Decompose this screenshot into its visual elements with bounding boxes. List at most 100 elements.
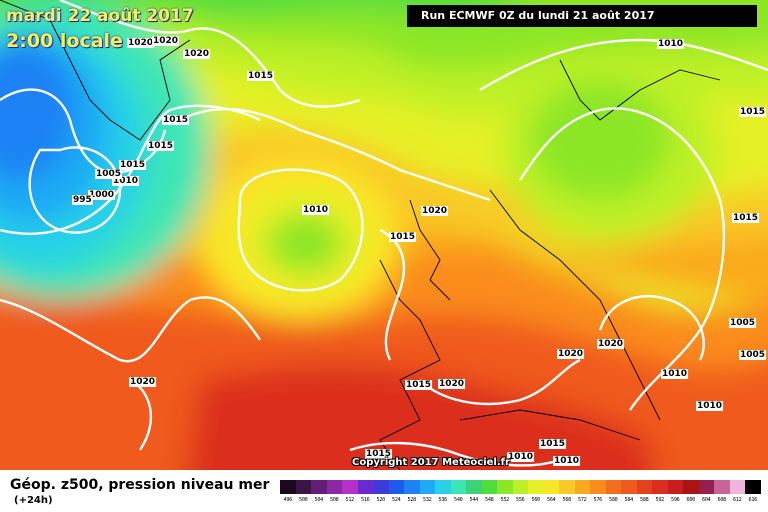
legend-swatch bbox=[559, 480, 575, 494]
isobar-label-background bbox=[95, 169, 123, 179]
legend-label: 520 bbox=[376, 497, 386, 503]
svg-text:1010: 1010 bbox=[303, 205, 328, 215]
legend-swatch bbox=[404, 480, 420, 494]
legend-swatch bbox=[698, 480, 714, 494]
legend-swatch bbox=[729, 480, 745, 494]
isobar-label: 1020 bbox=[557, 349, 585, 359]
isobar-label: 1015 bbox=[732, 213, 760, 223]
legend-swatch bbox=[667, 480, 683, 494]
legend-item: 536 bbox=[435, 480, 451, 503]
legend-label: 568 bbox=[562, 497, 572, 503]
legend-item: 564 bbox=[543, 480, 559, 503]
isobar-label: 1010 bbox=[657, 39, 685, 49]
isobar-label: 995 bbox=[72, 195, 93, 205]
legend-item: 592 bbox=[652, 480, 668, 503]
legend-item: 600 bbox=[683, 480, 699, 503]
isobar-label-background bbox=[438, 379, 466, 389]
legend-swatch bbox=[450, 480, 466, 494]
legend-label: 572 bbox=[578, 497, 587, 503]
legend-swatch bbox=[605, 480, 621, 494]
legend-item: 560 bbox=[528, 480, 544, 503]
svg-text:1015: 1015 bbox=[540, 439, 565, 449]
legend-item: 516 bbox=[357, 480, 373, 503]
isobar-label-background bbox=[302, 205, 330, 215]
legend-label: 580 bbox=[609, 497, 618, 503]
color-legend: 496 500 504 508 512 516 520 524 528 532 536 540 544 5… bbox=[280, 480, 761, 503]
isobar-label-background bbox=[739, 107, 767, 117]
svg-text:1000: 1000 bbox=[89, 190, 114, 200]
legend-label: 616 bbox=[748, 497, 758, 503]
legend-label: 560 bbox=[531, 497, 541, 503]
legend-item: 608 bbox=[714, 480, 730, 503]
isobar-label-background bbox=[72, 195, 93, 205]
legend-swatch bbox=[357, 480, 373, 494]
legend-swatch bbox=[652, 480, 668, 494]
isobar-label-background bbox=[389, 232, 417, 242]
legend-swatch bbox=[574, 480, 590, 494]
legend-item: 612 bbox=[729, 480, 745, 503]
isobar-label-background bbox=[732, 213, 760, 223]
isobar-label-background bbox=[553, 456, 581, 466]
legend-item: 500 bbox=[295, 480, 311, 503]
legend-swatch bbox=[342, 480, 358, 494]
isobar-label-background bbox=[405, 380, 433, 390]
svg-text:1005: 1005 bbox=[96, 169, 121, 179]
isobar-label-background bbox=[557, 349, 585, 359]
svg-text:1015: 1015 bbox=[366, 449, 391, 459]
legend-item: 548 bbox=[481, 480, 497, 503]
isobar-label-background bbox=[507, 452, 535, 462]
legend-swatch bbox=[497, 480, 513, 494]
legend-item: 580 bbox=[605, 480, 621, 503]
isobar-label: 1010 bbox=[553, 456, 581, 466]
svg-text:1020: 1020 bbox=[558, 349, 583, 359]
isobar-label: 1005 bbox=[729, 318, 757, 328]
legend-item: 576 bbox=[590, 480, 606, 503]
weather-map: 1020 1020 1020 1015 1015 1015 1015 1010 … bbox=[0, 0, 768, 470]
isobar-label: 1010 bbox=[302, 205, 330, 215]
isobar-label: 1005 bbox=[739, 350, 767, 360]
isobar-label-background bbox=[127, 38, 155, 48]
isobar-label: 1020 bbox=[129, 377, 157, 387]
legend-swatch bbox=[683, 480, 699, 494]
svg-text:1020: 1020 bbox=[598, 339, 623, 349]
isobar-label-background bbox=[539, 439, 567, 449]
legend-label: 604 bbox=[702, 497, 711, 503]
isobar-label-background bbox=[129, 377, 157, 387]
svg-text:1010: 1010 bbox=[697, 401, 722, 411]
isobar-label: 1020 bbox=[597, 339, 625, 349]
svg-text:1020: 1020 bbox=[130, 377, 155, 387]
legend-label: 512 bbox=[345, 497, 355, 503]
legend-label: 504 bbox=[314, 497, 324, 503]
legend-label: 584 bbox=[624, 497, 634, 503]
isobar-label-background bbox=[247, 71, 275, 81]
isobar-label-background bbox=[183, 49, 211, 59]
legend-item: 572 bbox=[574, 480, 590, 503]
isobar-label-background bbox=[152, 36, 180, 46]
svg-text:1015: 1015 bbox=[248, 71, 273, 81]
copyright-notice: Copyright 2017 Meteociel.fr bbox=[352, 457, 510, 468]
svg-text:1020: 1020 bbox=[439, 379, 464, 389]
svg-text:1015: 1015 bbox=[406, 380, 431, 390]
legend-swatch bbox=[326, 480, 342, 494]
isobar-label-background bbox=[147, 141, 175, 151]
legend-label: 600 bbox=[686, 497, 696, 503]
model-run-info: Run ECMWF 0Z du lundi 21 août 2017 bbox=[407, 5, 757, 27]
legend-swatch bbox=[280, 480, 296, 494]
legend-swatch bbox=[512, 480, 528, 494]
legend-item: 596 bbox=[667, 480, 683, 503]
isobar-label-background bbox=[597, 339, 625, 349]
legend-item: 528 bbox=[404, 480, 420, 503]
isobar-label: 1010 bbox=[661, 369, 689, 379]
svg-text:1015: 1015 bbox=[148, 141, 173, 151]
svg-text:1020: 1020 bbox=[128, 38, 153, 48]
isobar-label-background bbox=[661, 369, 689, 379]
isobar-label-background bbox=[657, 39, 685, 49]
isobar-label-background bbox=[421, 206, 449, 216]
legend-item: 552 bbox=[497, 480, 513, 503]
legend-item: 544 bbox=[466, 480, 482, 503]
legend-swatch bbox=[311, 480, 327, 494]
legend-swatch bbox=[543, 480, 559, 494]
isobar-label: 1015 bbox=[739, 107, 767, 117]
legend-item: 504 bbox=[311, 480, 327, 503]
svg-text:1005: 1005 bbox=[740, 350, 765, 360]
